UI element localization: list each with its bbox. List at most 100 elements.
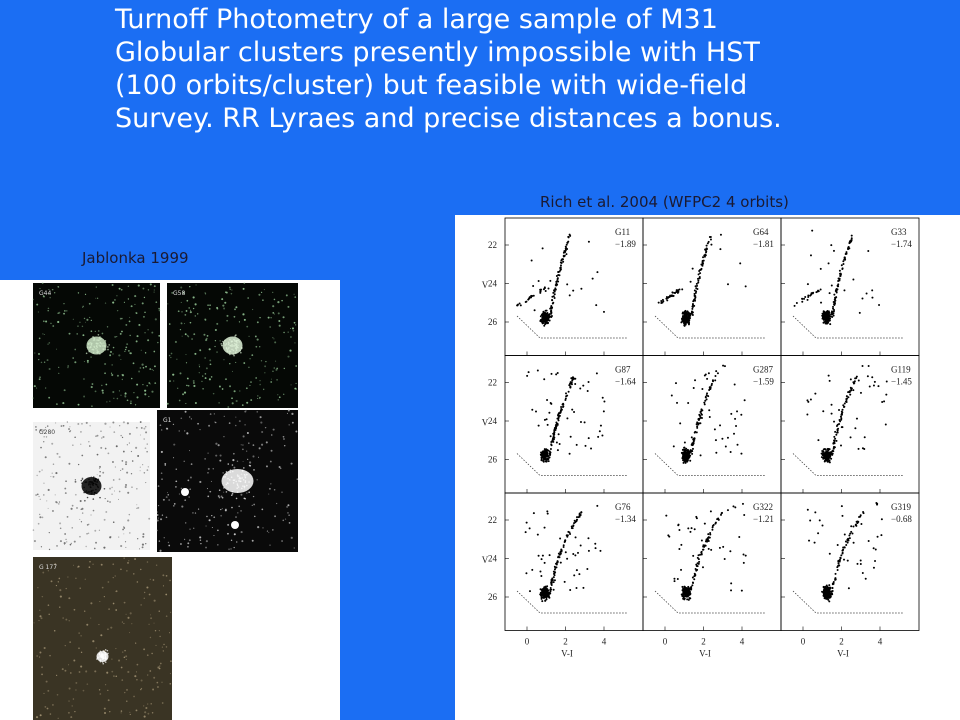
star (106, 500, 109, 503)
star-point (582, 384, 585, 387)
star (81, 325, 84, 328)
star (104, 422, 107, 425)
star (52, 704, 54, 706)
star (116, 374, 119, 377)
star (43, 482, 45, 484)
star (83, 317, 86, 320)
star (179, 328, 182, 331)
star (287, 512, 289, 514)
star-point (550, 444, 553, 447)
star (142, 287, 145, 290)
star-point (687, 588, 690, 591)
star-point (795, 301, 798, 304)
star (185, 310, 188, 312)
star (278, 319, 281, 322)
star (58, 366, 60, 369)
star (36, 474, 38, 477)
star-point (733, 383, 736, 386)
star (254, 335, 257, 338)
star (118, 354, 121, 357)
star (46, 359, 49, 362)
star (231, 289, 233, 291)
star (194, 401, 197, 405)
star (142, 384, 144, 386)
star-point (847, 539, 850, 542)
y-axis-label: V (482, 280, 489, 290)
star (80, 443, 82, 445)
star (141, 546, 144, 549)
star-point (733, 432, 736, 435)
cmd-panel: G322−1.210 2 4V-I (642, 492, 782, 659)
star-point (855, 377, 858, 380)
star (75, 577, 77, 580)
star-point (599, 549, 602, 552)
star (42, 333, 44, 335)
star-point (718, 546, 721, 549)
star (147, 712, 150, 715)
star (180, 322, 182, 324)
star (136, 396, 139, 399)
star (296, 478, 298, 480)
star-point (850, 389, 853, 392)
star (59, 595, 62, 598)
star (144, 311, 146, 314)
star (139, 466, 141, 468)
star-point (547, 460, 550, 463)
star (96, 474, 98, 476)
star-point (546, 399, 549, 402)
star-point (547, 287, 550, 290)
star (107, 452, 110, 455)
star (126, 688, 128, 691)
star (293, 547, 295, 549)
star (238, 321, 241, 323)
star (159, 424, 162, 427)
star-point (570, 383, 573, 386)
star (34, 352, 36, 354)
star-point (596, 504, 599, 507)
star (72, 357, 75, 359)
star-point (705, 398, 708, 401)
star (52, 475, 55, 478)
star (259, 346, 261, 348)
star (154, 318, 157, 321)
star-point (843, 533, 846, 536)
star (91, 383, 94, 385)
star (145, 706, 148, 710)
star (83, 378, 85, 380)
right-panel (455, 215, 960, 720)
star-point (874, 559, 877, 562)
star (227, 523, 230, 526)
star-point (703, 374, 706, 377)
star (142, 705, 145, 707)
star (88, 302, 91, 305)
star-point (876, 535, 879, 538)
star (103, 596, 105, 598)
star (165, 427, 168, 430)
star-point (544, 595, 547, 598)
star-point (553, 565, 556, 568)
star (171, 292, 174, 294)
star (146, 561, 149, 563)
star-point (516, 304, 519, 307)
star (73, 608, 76, 611)
star-point (839, 415, 842, 418)
star-point (555, 421, 558, 424)
star (122, 421, 125, 424)
star (141, 302, 144, 305)
star-point (540, 456, 543, 459)
star-point (554, 424, 557, 427)
star-point (682, 453, 685, 456)
star-point (825, 458, 828, 461)
star (62, 402, 65, 405)
star (154, 629, 157, 632)
star (214, 340, 217, 342)
star (77, 325, 79, 327)
star-point (587, 380, 590, 383)
star (77, 463, 80, 466)
star-point (707, 533, 710, 536)
star (223, 415, 225, 418)
star (77, 403, 80, 406)
star (76, 333, 78, 335)
star (180, 322, 183, 325)
star-point (703, 522, 706, 525)
